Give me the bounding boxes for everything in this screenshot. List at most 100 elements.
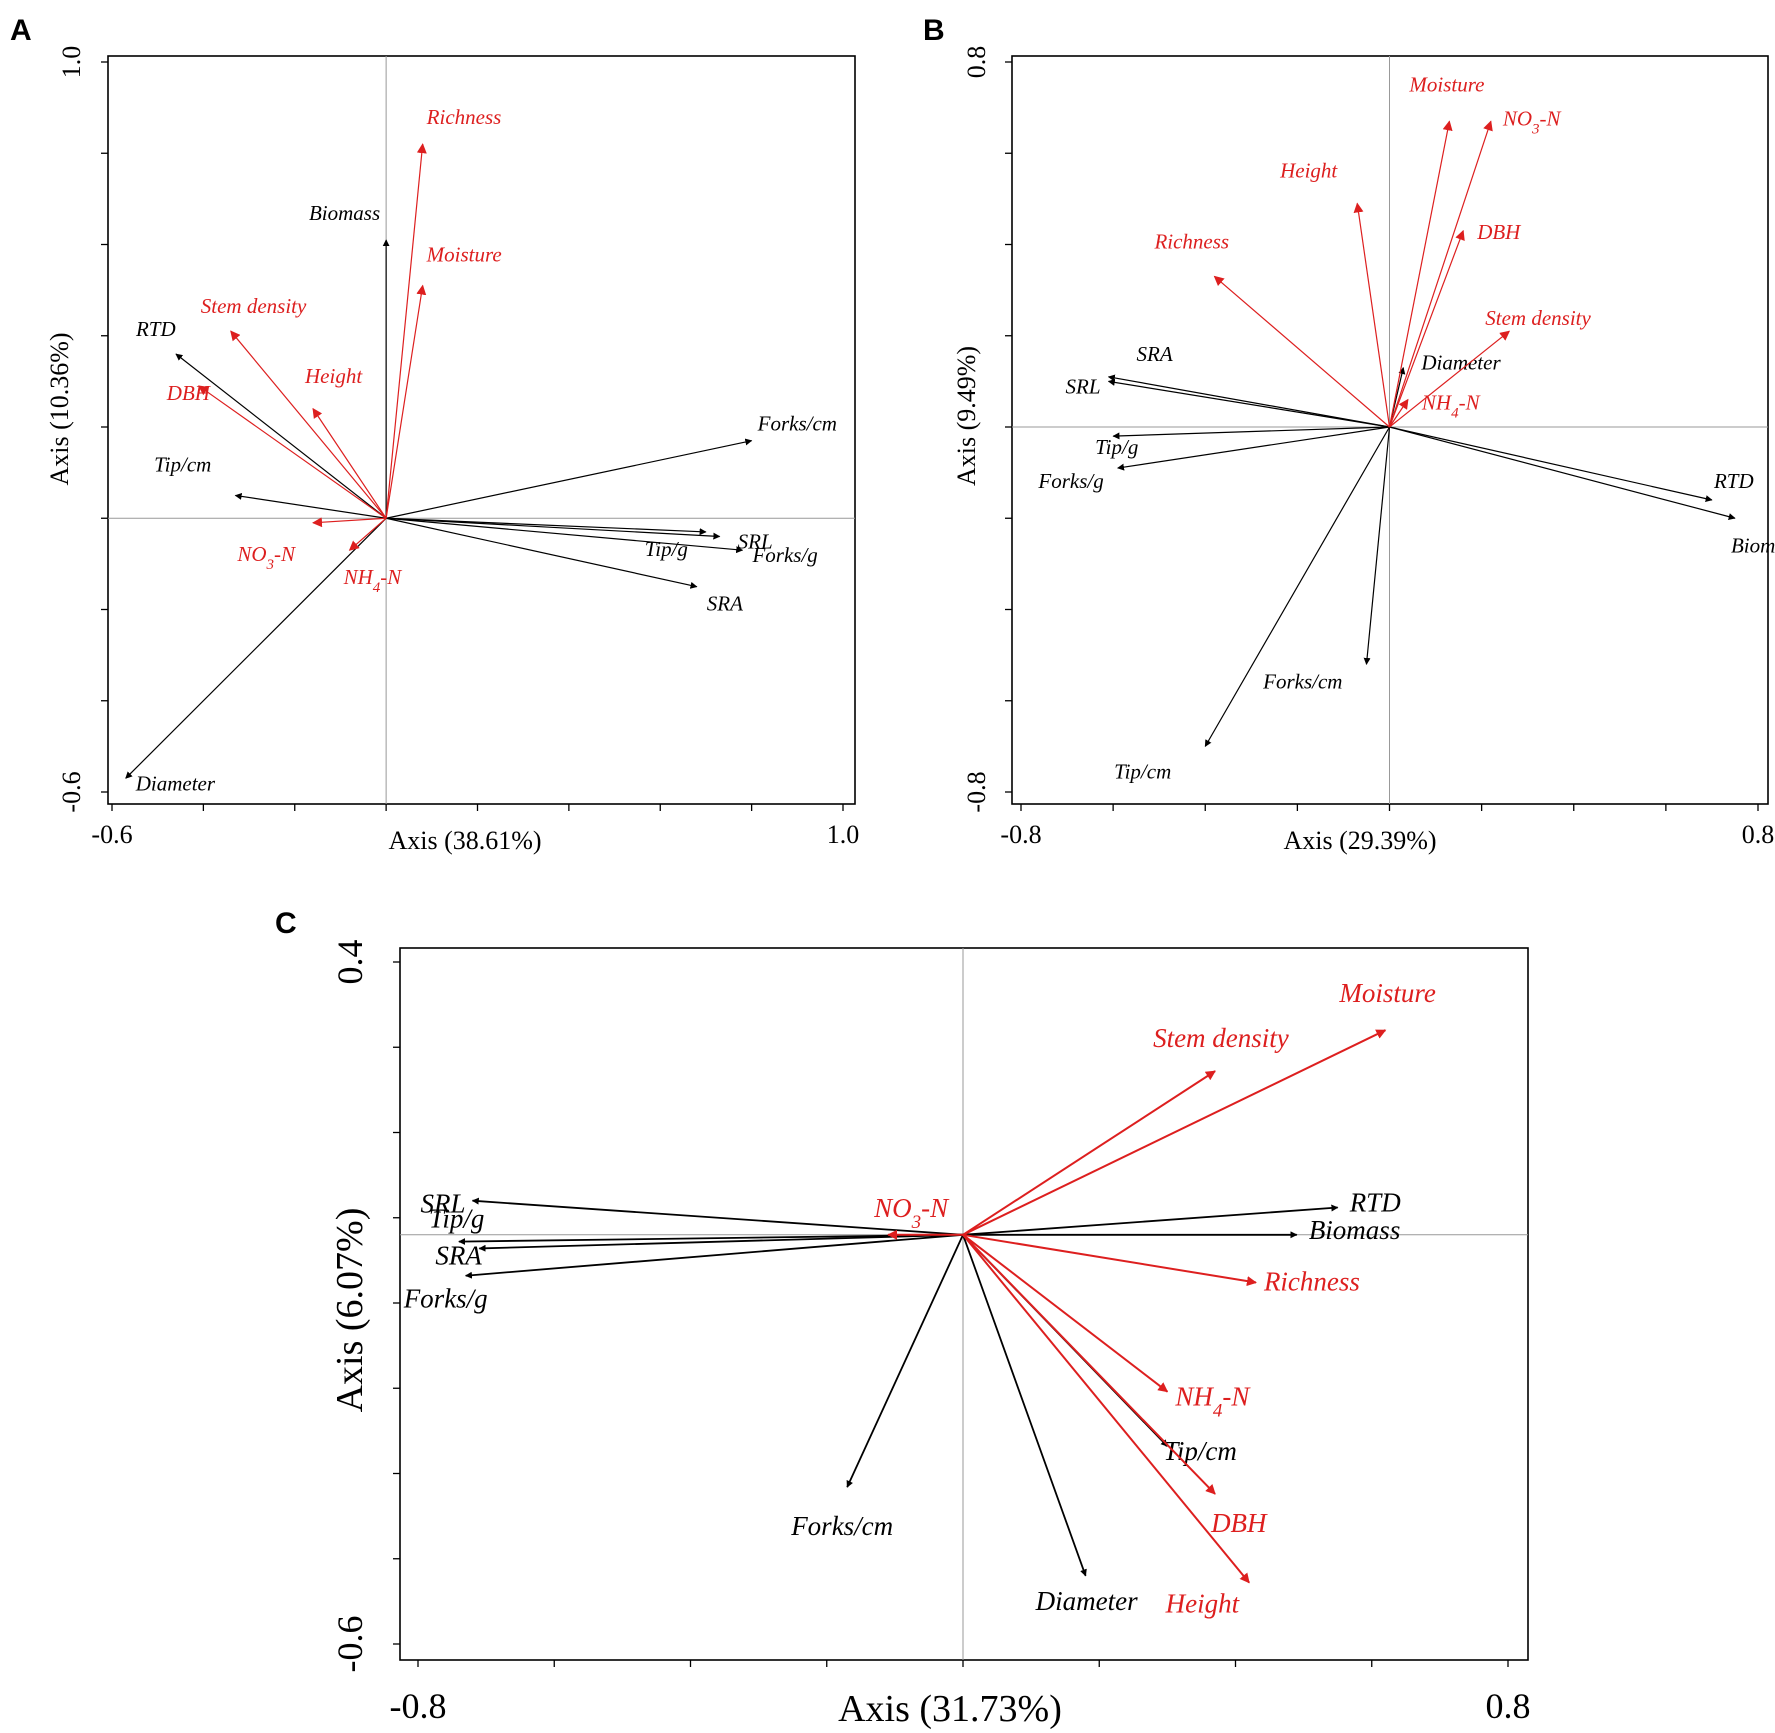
- panel-c-label: C: [275, 907, 297, 940]
- panel-b-label-forks-g: Forks/g: [1037, 469, 1103, 493]
- panel-a-label-nh4-n: NH4-N: [343, 565, 403, 596]
- panel-a-label-dbh: DBH: [166, 381, 212, 405]
- panel-a-label-tip-cm: Tip/cm: [154, 452, 211, 476]
- panel-c-label-tip-cm: Tip/cm: [1163, 1436, 1237, 1466]
- panel-c-vector-height: [962, 1234, 1250, 1584]
- panel-b-label-nh4-n: NH4-N: [1421, 391, 1481, 422]
- panel-a-vector-moisture: [385, 284, 427, 519]
- panel-b-label-srl: SRL: [1066, 374, 1101, 398]
- panel-b-vector-rtd: [1389, 426, 1713, 503]
- panel-c-label-richness: Richness: [1263, 1267, 1360, 1297]
- panel-a-vector-tip-cm: [234, 492, 387, 519]
- panel-a-vector-dbh: [197, 385, 387, 519]
- panel-c-y-tick-label-max: 0.4: [330, 940, 370, 985]
- panel-b-label-rtd: RTD: [1713, 469, 1754, 493]
- panel-a-label-richness: Richness: [426, 105, 502, 129]
- panel-a-label-forks-cm: Forks/cm: [757, 412, 837, 436]
- panel-a-y-tick-label-max: 1.0: [57, 46, 86, 79]
- panel-c-label-forks-g: Forks/g: [403, 1284, 488, 1314]
- panel-c-frame: [399, 947, 1529, 1661]
- panel-a-vector-height: [312, 407, 387, 519]
- panel-b-vector-moisture: [1388, 120, 1453, 428]
- panel-b-label-stem-density: Stem density: [1485, 306, 1591, 330]
- panel-a-label-no3-n: NO3-N: [236, 542, 296, 573]
- panel-a-vector-forks-cm: [386, 438, 753, 519]
- panel-b-vector-no3-n: [1388, 120, 1493, 428]
- panel-c-label-moisture: Moisture: [1338, 978, 1436, 1008]
- panel-b-vector-nh4-n: [1389, 398, 1409, 428]
- panel-c-vector-tip-g: [458, 1233, 964, 1246]
- panel-a-label-diameter: Diameter: [135, 771, 216, 795]
- panel-b-vector-forks-cm: [1363, 426, 1391, 665]
- panel-b-vector-tip-g: [1112, 426, 1390, 440]
- panel-a-label: A: [10, 14, 32, 47]
- panel-a-vector-srl: [386, 517, 721, 540]
- panel-a-label-tip-g: Tip/g: [645, 537, 688, 561]
- panel-b-y-tick-label-min: -0.8: [962, 771, 991, 812]
- panel-a-label-stem-density: Stem density: [201, 294, 307, 318]
- panel-c-vector-moisture: [962, 1029, 1387, 1236]
- panel-a-label-height: Height: [304, 364, 363, 388]
- panel-a-x-axis-title: Axis (38.61%): [388, 826, 541, 855]
- panel-b-label-diameter: Diameter: [1420, 351, 1501, 375]
- panel-b-label-biomass: Biomass: [1731, 533, 1775, 557]
- panel-b-vector-stem-density: [1389, 330, 1511, 428]
- panel-a-x-tick-label-min: -0.6: [91, 820, 132, 849]
- panel-c-vector-forks-cm: [846, 1234, 964, 1488]
- panel-c-vector-richness: [962, 1233, 1257, 1287]
- panel-c-label-nh4-n: NH4-N: [1174, 1382, 1251, 1422]
- panel-b-label-tip-cm: Tip/cm: [1114, 759, 1171, 783]
- panel-c-label-dbh: DBH: [1210, 1508, 1268, 1538]
- panel-c-label-biomass: Biomass: [1309, 1215, 1401, 1245]
- panel-c-y-axis-title: Axis (6.07%): [329, 1208, 371, 1413]
- panel-a-plot[interactable]: -0.6 1.0 -0.6 1.0 Axis (38.61%) Axis (10.36%)…: [45, 46, 859, 855]
- panel-a-vector-sra: [385, 517, 698, 589]
- panel-b-vector-height: [1353, 202, 1391, 428]
- panel-a-label-sra: SRA: [707, 592, 743, 616]
- panel-c-vector-forks-g: [464, 1233, 964, 1279]
- panel-a-vector-tip-g: [386, 517, 707, 536]
- panel-c-vector-diameter: [962, 1234, 1087, 1577]
- panel-c-vector-srl: [471, 1197, 964, 1236]
- panel-c-label-srl: SRL: [421, 1189, 466, 1219]
- panel-a-frame: [107, 55, 856, 805]
- panel-a-vector-forks-g: [386, 517, 744, 554]
- panel-b-vector-dbh: [1388, 229, 1465, 428]
- panel-b-x-tick-label-min: -0.8: [1000, 820, 1041, 849]
- panel-a-x-tick-label-max: 1.0: [827, 820, 860, 849]
- panel-c-label-sra: SRA: [435, 1240, 482, 1270]
- panel-a-vector-stem-density: [230, 330, 387, 519]
- panel-b-vector-biomass: [1389, 426, 1736, 521]
- panel-b-label-height: Height: [1279, 158, 1338, 182]
- panel-a-vector-no3-n: [312, 517, 387, 528]
- panel-c-label-no3-n: NO3-N: [873, 1193, 950, 1233]
- panel-b-plot[interactable]: -0.8 0.8 -0.8 0.8 Axis (29.39%) Axis (9.49%) S…: [952, 46, 1775, 855]
- panel-b-label-dbh: DBH: [1476, 220, 1522, 244]
- panel-b-y-axis-title: Axis (9.49%): [952, 346, 981, 486]
- panel-a-vector-nh4-n: [348, 517, 387, 551]
- panel-b-label-tip-g: Tip/g: [1095, 435, 1138, 459]
- panel-c: C -0.8 0.8 -0.6 0.4 Axis (31.73%) Axis (6.07%…: [275, 907, 1531, 1730]
- panel-c-vector-stem-density: [962, 1070, 1216, 1236]
- panel-b-label-sra: SRA: [1137, 342, 1173, 366]
- panel-c-vector-nh4-n: [962, 1234, 1169, 1393]
- panel-a-vector-rtd: [175, 353, 387, 519]
- panel-a-label-forks-g: Forks/g: [751, 543, 817, 567]
- panel-b-y-tick-label-max: 0.8: [962, 46, 991, 79]
- panel-c-vector-dbh: [962, 1234, 1216, 1495]
- panel-a-label-srl: SRL: [738, 530, 773, 554]
- panel-c-vector-sra: [478, 1233, 964, 1252]
- panel-c-plot[interactable]: -0.8 0.8 -0.6 0.4 Axis (31.73%) Axis (6.07%) R…: [329, 940, 1531, 1731]
- panel-b-vector-forks-g: [1117, 426, 1390, 471]
- panel-c-x-tick-label-max: 0.8: [1486, 1686, 1531, 1726]
- panel-c-x-axis-title: Axis (31.73%): [838, 1688, 1062, 1730]
- panel-c-label-height: Height: [1165, 1589, 1241, 1619]
- panel-a-label-biomass: Biomass: [309, 201, 380, 225]
- panel-c-y-tick-label-min: -0.6: [330, 1616, 370, 1673]
- panel-a-label-moisture: Moisture: [426, 243, 502, 267]
- panel-a-y-axis-title: Axis (10.36%): [45, 332, 74, 485]
- panel-c-label-tip-g: Tip/g: [429, 1204, 485, 1234]
- panel-a-vector-diameter: [125, 517, 387, 779]
- panel-c-label-stem-density: Stem density: [1153, 1023, 1289, 1053]
- panel-b-label-no3-n: NO3-N: [1502, 106, 1562, 137]
